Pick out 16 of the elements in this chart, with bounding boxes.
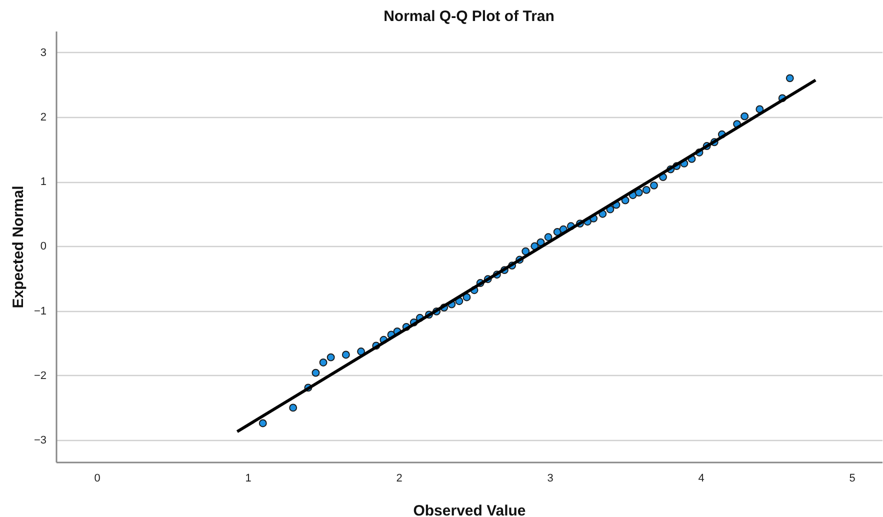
x-tick-label: 1 — [245, 472, 252, 484]
x-tick-label: 0 — [94, 472, 100, 484]
x-tick-label: 4 — [698, 472, 704, 484]
chart-title: Normal Q-Q Plot of Tran — [384, 8, 554, 25]
x-axis-title: Observed Value — [413, 502, 526, 517]
x-tick-label: 5 — [849, 472, 856, 484]
y-tick-label: 0 — [40, 240, 46, 253]
y-tick-label: −1 — [34, 305, 46, 318]
y-tick-label: −2 — [34, 370, 46, 382]
x-tick-label: 2 — [396, 472, 402, 484]
x-tick-label: 3 — [547, 472, 554, 484]
y-axis-title: Expected Normal — [10, 186, 27, 308]
y-tick-label: −3 — [34, 434, 46, 447]
y-tick-label: 3 — [40, 46, 46, 59]
y-tick-label: 2 — [40, 111, 46, 124]
y-tick-label: 1 — [40, 176, 46, 188]
